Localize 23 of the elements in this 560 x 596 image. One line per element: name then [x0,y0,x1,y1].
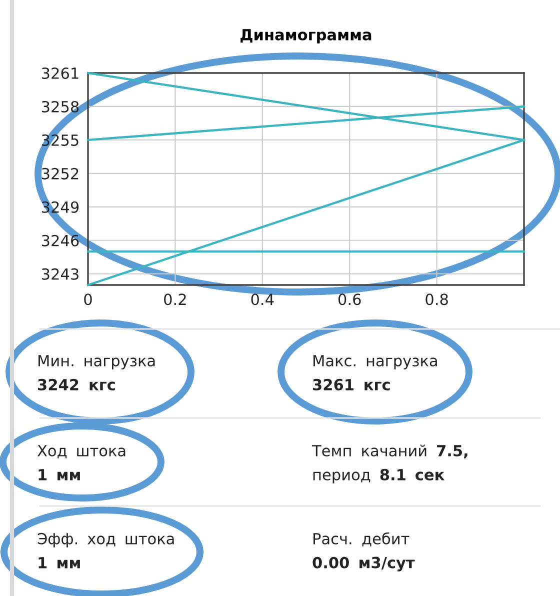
x-tick-label: 0 [84,294,92,306]
text: Эфф. ход штока [38,532,174,548]
text: 3261 кгс [313,378,390,390]
x-tick-label: 0.4 [251,294,274,306]
x-tick-label: 0.2 [164,294,186,306]
y-tick-label: 3252 [42,168,78,180]
x-tick-label: 0.8 [426,294,448,306]
text: Ход штока [37,445,126,458]
y-tick-label: 3258 [42,100,79,112]
text: период 8.1 сек [313,468,444,484]
text: 1 мм [38,557,80,568]
y-tick-label: 3243 [42,268,78,280]
chart-title: Динамограмма [240,29,372,44]
y-tick-label: 3246 [42,234,79,246]
x-tick-label: 0.6 [338,294,361,306]
text: 0.00 м3/сут [312,556,415,572]
y-tick-label: 3261 [42,67,78,80]
text: 1 мм [38,469,80,480]
text: Макс. нагрузка [314,355,437,370]
text: Расч. дебит [314,532,410,546]
text: 3242 кгс [38,378,115,390]
text: Темп качаний 7.5, [312,444,468,458]
text: Мин. нагрузка [38,355,155,370]
